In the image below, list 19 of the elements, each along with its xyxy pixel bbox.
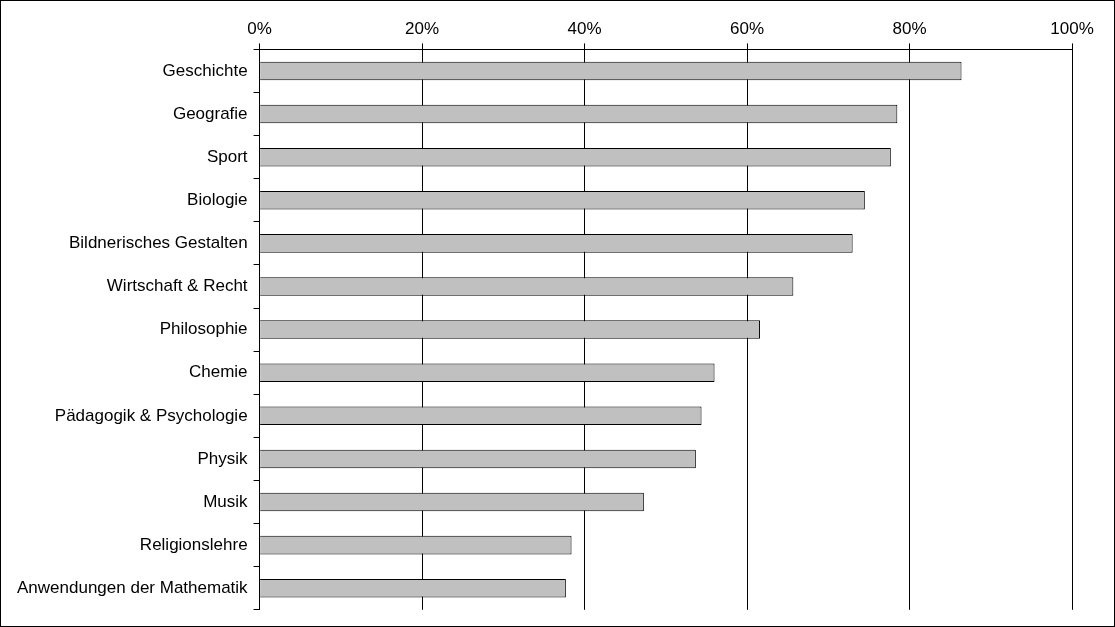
y-tick-label: Wirtschaft & Recht [106,276,248,296]
y-tick-label: Sport [206,146,248,166]
x-tick-label: 80% [892,18,927,38]
y-tick-label: Physik [197,448,249,468]
x-tick-label: 40% [567,18,602,38]
y-tick-label: Anwendungen der Mathematik [16,577,249,597]
y-tick-label: Geografie [172,103,248,123]
y-tick-label: Bildnerisches Gestalten [68,233,248,253]
y-tick-label: Geschichte [162,60,248,80]
y-tick-label: Biologie [187,189,248,209]
x-tick-label: 60% [730,18,765,38]
y-tick-label: Chemie [188,362,248,382]
x-tick-label: 20% [405,18,440,38]
x-tick-label: 0% [247,18,272,38]
y-tick-label: Philosophie [159,319,248,339]
x-tick-label: 100% [1050,18,1094,38]
y-tick-label: Religionslehre [139,534,248,554]
y-tick-label: Pädagogik & Psychologie [54,405,248,425]
y-tick-label: Musik [203,491,249,511]
